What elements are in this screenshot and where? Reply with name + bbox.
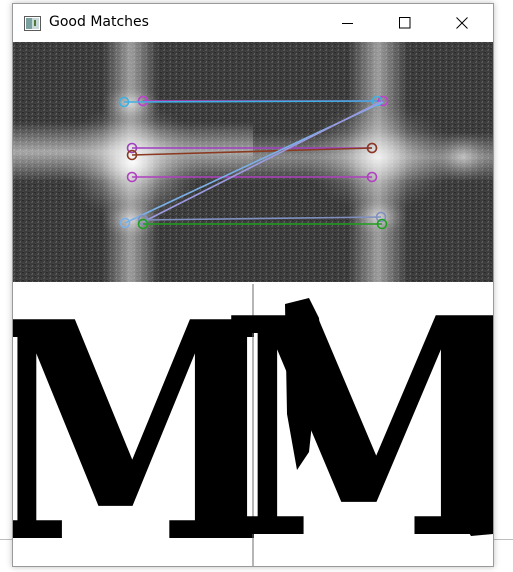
image-canvas: M M	[13, 42, 493, 566]
match-line	[137, 211, 387, 226]
match-line	[142, 101, 381, 223]
left-letter: M	[13, 256, 286, 566]
match-line	[137, 218, 388, 230]
close-button[interactable]	[439, 4, 485, 42]
letter-m-image-right: M	[219, 253, 493, 566]
good-matches-window: Good Matches	[12, 3, 494, 567]
minimize-button[interactable]	[325, 4, 371, 42]
match-line	[126, 171, 378, 183]
background-divider-left	[0, 539, 12, 540]
letter-m-image-left: M	[13, 256, 286, 566]
spectrum-image-right	[253, 42, 493, 282]
close-icon	[456, 17, 468, 29]
window-title: Good Matches	[49, 14, 149, 30]
right-letter: M	[219, 253, 493, 566]
spectrum-image-left	[13, 42, 253, 282]
match-line	[126, 142, 378, 161]
maximize-button[interactable]	[382, 4, 428, 42]
opencv-window-icon	[24, 16, 41, 31]
minimize-icon	[342, 23, 353, 24]
title-bar[interactable]: Good Matches	[13, 4, 493, 42]
feature-matches	[118, 95, 389, 230]
maximize-icon	[399, 17, 411, 29]
background-divider-right	[494, 539, 513, 540]
